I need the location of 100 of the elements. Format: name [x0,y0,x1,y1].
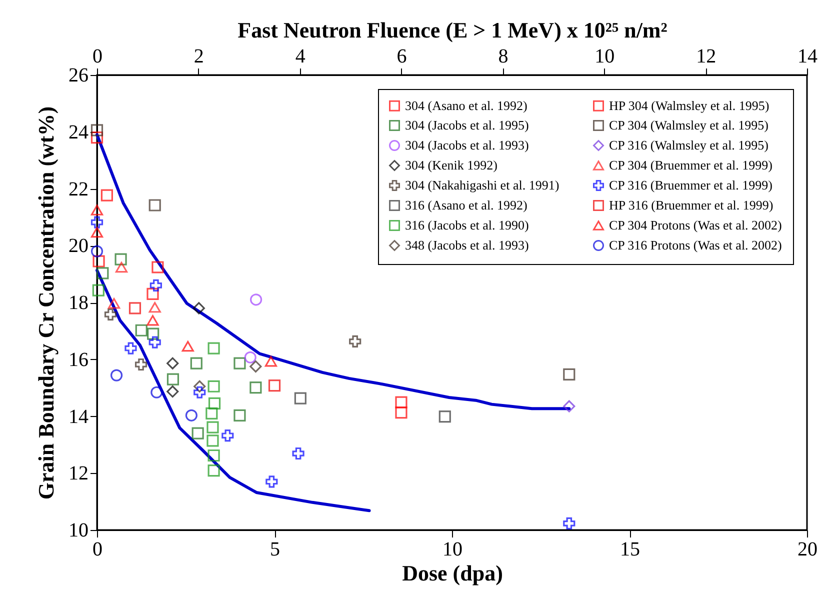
x-tick-label: 0 [92,538,102,560]
point [92,255,105,268]
point [134,358,148,371]
point [148,199,161,212]
point [192,302,205,314]
point [90,132,104,144]
point [90,204,104,216]
point [124,342,137,354]
x2-tick-label: 12 [696,46,716,68]
legend-label: HP 304 (Walmsley et al. 1995) [609,98,770,113]
point [395,406,408,419]
x2-tick-label: 8 [498,46,508,68]
point [208,342,220,354]
point [166,373,180,386]
y-axis-title: Grain Boundary Cr Concentration (wt%) [34,106,58,500]
point [104,308,117,320]
point [250,360,262,373]
point [146,288,159,300]
point [234,357,246,370]
point [90,226,104,238]
x2-tick-label: 0 [92,46,102,68]
point [268,379,281,392]
y-tick-label: 26 [68,64,88,86]
point [250,294,262,306]
point [135,324,148,336]
y-tick-label: 10 [68,520,88,542]
point [194,380,206,392]
x-tick-label: 5 [270,538,280,560]
point [152,261,164,274]
legend-label: 316 (Jacobs et al. 1990) [405,218,529,232]
x2-tick-label: 4 [295,46,306,68]
point [110,369,123,382]
x2-tick-label: 14 [798,46,818,68]
legend-label: 304 (Asano et al. 1992) [405,98,528,113]
point [206,407,218,420]
y-tick-label: 20 [68,235,88,258]
x-axis-title: Dose (dpa) [402,560,503,586]
point [148,336,161,348]
x2-tick-label: 10 [594,46,615,68]
point [182,340,194,352]
point [438,410,451,423]
point [563,400,576,412]
point [563,517,576,530]
point [192,427,204,440]
point [128,302,142,314]
point [114,253,127,266]
point [206,421,219,434]
x2-tick-label: 2 [194,46,204,68]
point [92,284,104,296]
point [395,396,408,408]
legend-label: 304 (Kenik 1992) [405,158,498,172]
legend-label: CP 304 Protons (Was et al. 2002) [609,218,782,232]
y-tick-label: 18 [68,292,88,314]
point [294,392,306,404]
x2-tick-label: 6 [396,46,407,68]
point [349,335,362,348]
x-tick-label: 10 [442,538,462,560]
point [90,216,104,228]
legend-label: CP 316 (Bruemmer et al. 1999) [609,178,772,192]
y-tick-label: 14 [68,406,88,428]
point [266,476,278,488]
point [96,267,109,280]
legend-label: CP 316 Protons (Was et al. 2002) [609,238,782,252]
line-series [96,268,371,512]
legend-label: 304 (Jacobs et al. 1993) [405,138,529,152]
point [292,447,304,460]
point [190,357,202,370]
point [208,464,220,477]
legend-label: 304 (Jacobs et al. 1995) [405,118,529,132]
point [208,397,221,410]
point [90,124,104,136]
point [146,315,159,326]
point [234,409,246,422]
point [115,262,128,273]
legend-label: 304 (Nakahigashi et al. 1991) [405,178,560,192]
point [108,298,120,309]
point [150,279,162,292]
x-tick-label: 15 [620,538,640,560]
point [264,356,277,367]
y-tick-label: 22 [68,178,88,200]
point [166,385,179,398]
y-tick-label: 16 [68,348,88,371]
point [147,328,160,340]
legend-label: HP 316 (Bruemmer et al. 1999) [609,198,774,212]
point [250,381,262,394]
point [222,430,234,442]
legend-label: CP 304 (Bruemmer et al. 1999) [609,158,772,172]
legend-label: 316 (Asano et al. 1992) [405,198,528,212]
point [244,351,256,364]
point [206,434,219,447]
x-tick-label: 20 [798,538,818,560]
y-tick-label: 24 [68,121,88,144]
point [194,386,206,398]
x2-axis-title: Fast Neutron Fluence (E > 1 MeV) x 10²⁵ n/m² [238,18,668,42]
point [90,245,104,258]
point [208,380,220,392]
legend-label: CP 316 (Walmsley et al. 1995) [609,138,769,152]
point [100,189,113,202]
point [148,302,161,313]
y-tick-label: 12 [68,462,88,485]
